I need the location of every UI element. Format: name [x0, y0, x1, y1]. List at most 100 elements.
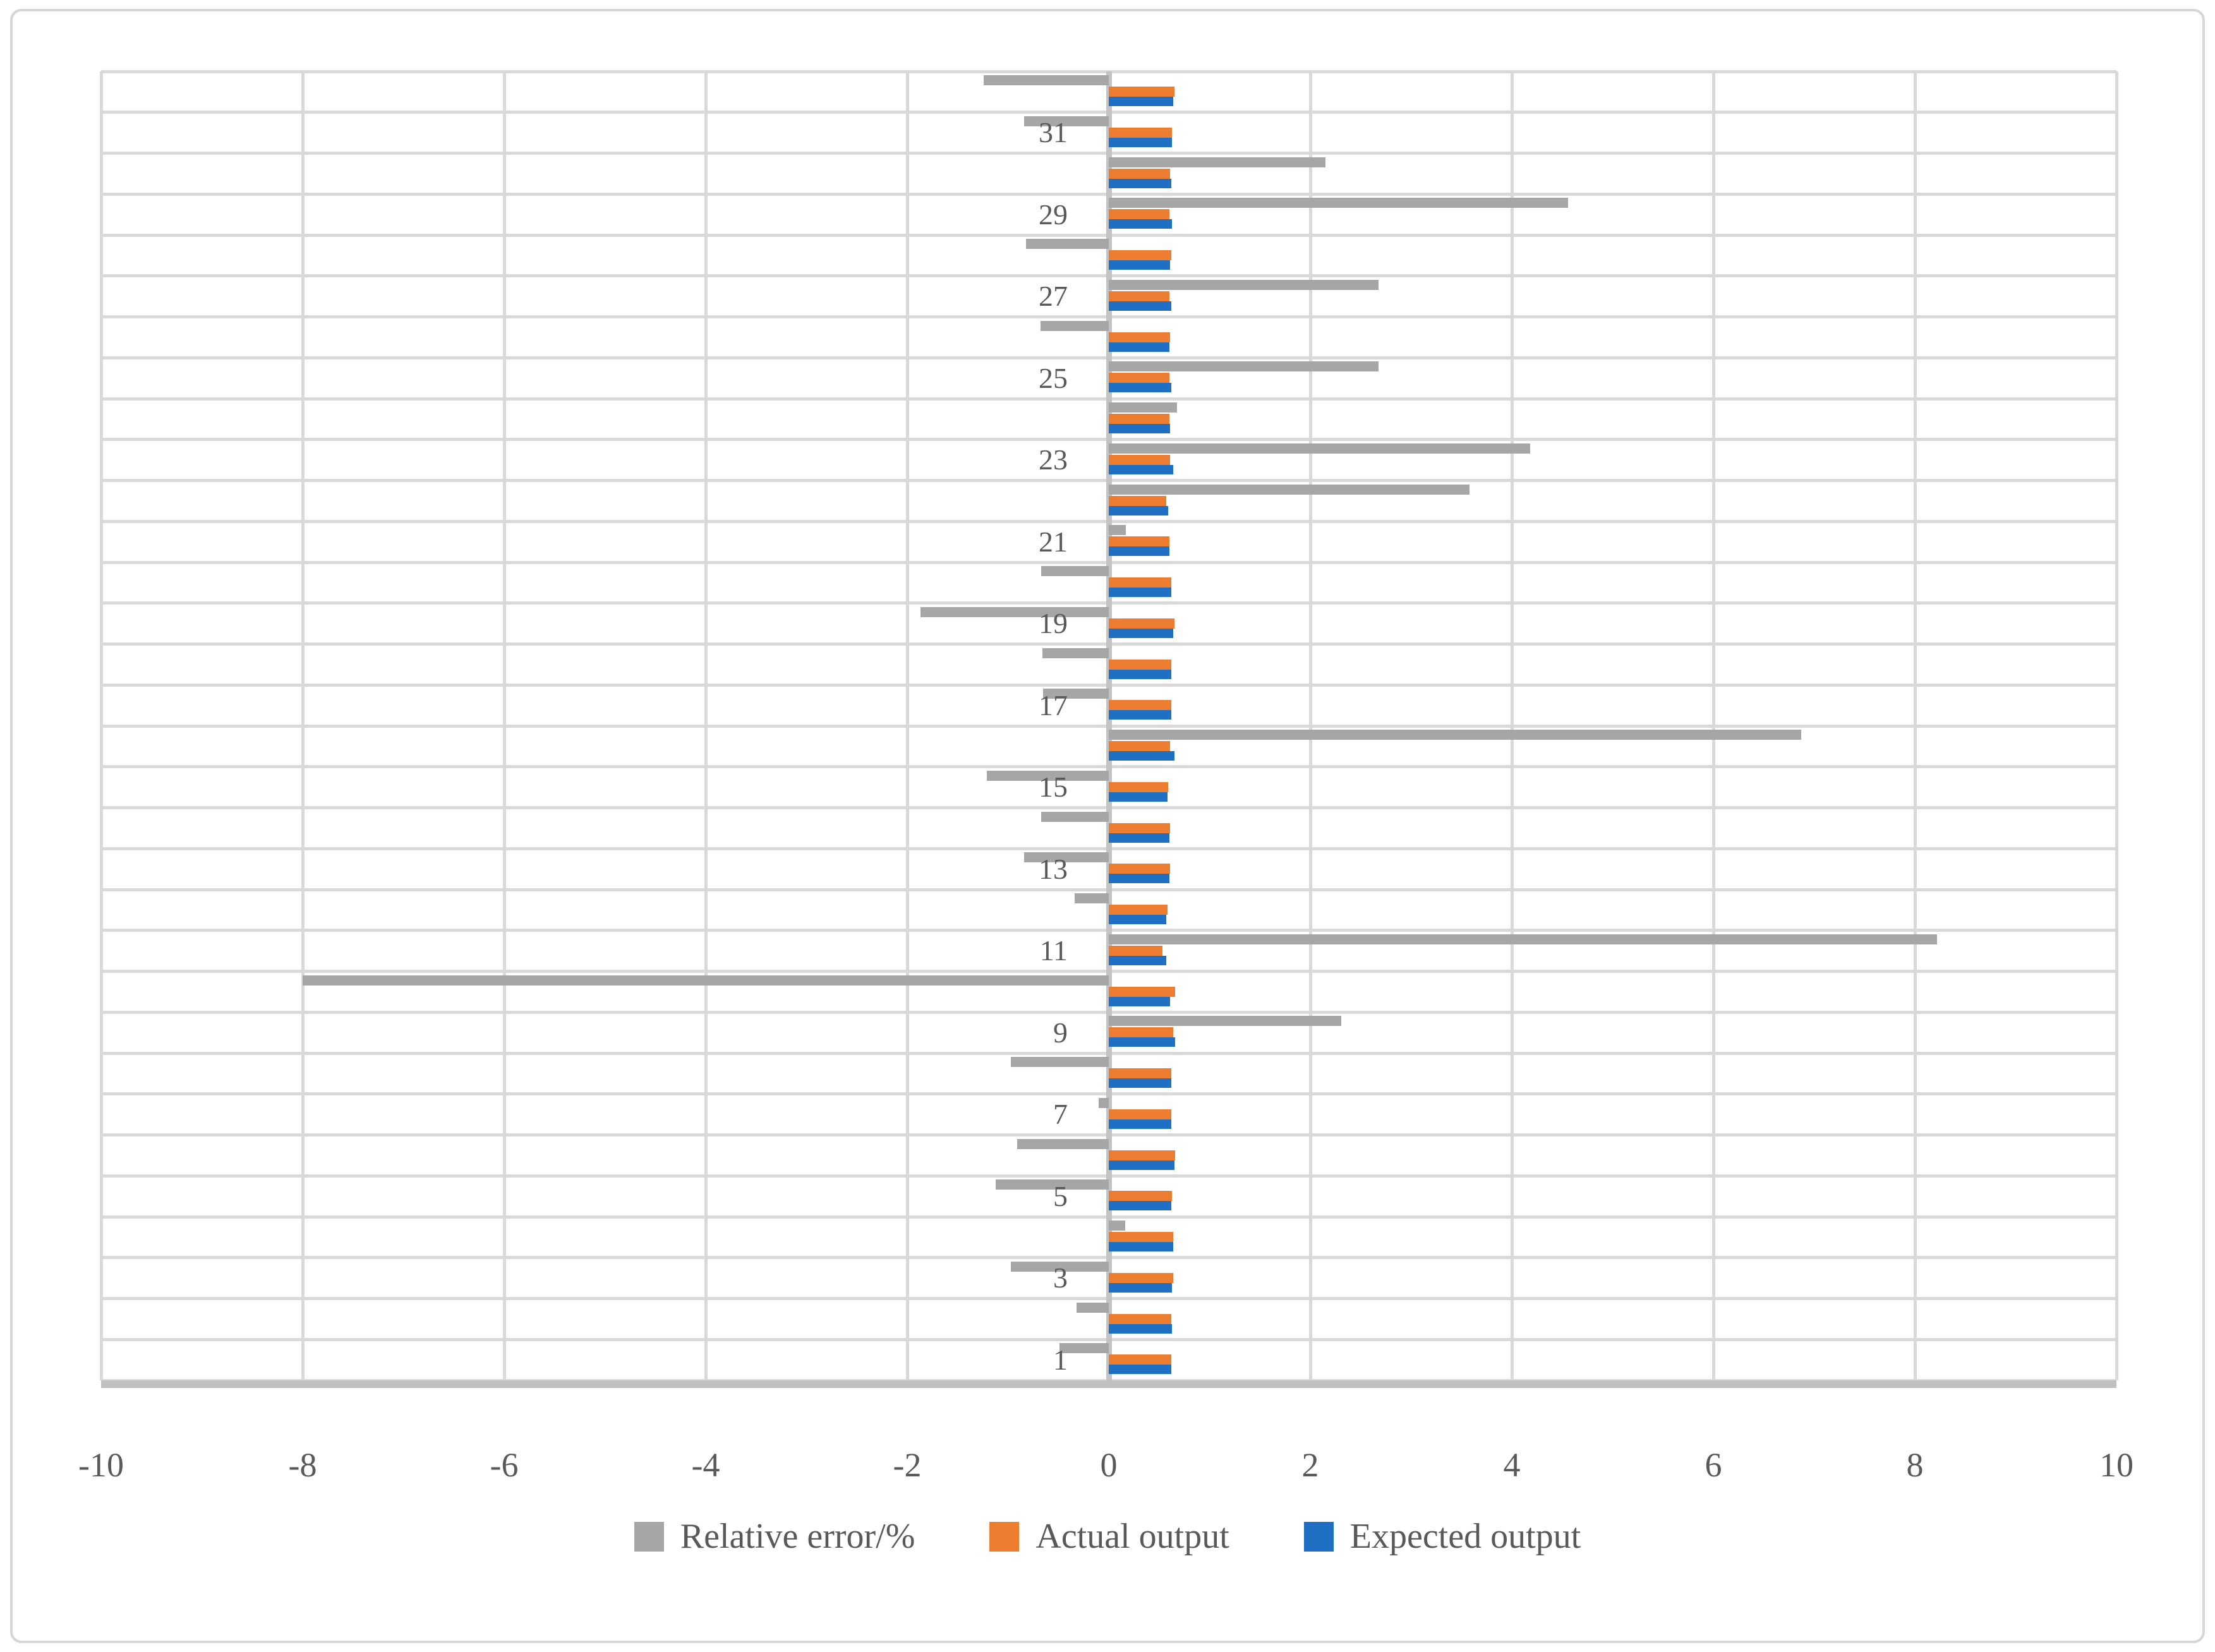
category-label: 3: [1053, 1262, 1068, 1294]
bar-actual-output: [1109, 781, 1169, 792]
category-label: 29: [1039, 198, 1068, 231]
legend-item: Expected output: [1303, 1517, 1581, 1556]
category-label: 17: [1039, 689, 1068, 721]
bar-relative-error--: [1041, 566, 1109, 576]
bar-relative-error--: [303, 975, 1109, 986]
bar-expected-output: [1109, 1160, 1174, 1170]
category-label: 9: [1053, 1016, 1068, 1049]
bar-expected-output: [1109, 1282, 1173, 1293]
bar-actual-output: [1109, 945, 1162, 956]
bar-expected-output: [1109, 874, 1169, 884]
bar-expected-output: [1109, 178, 1171, 188]
bar-actual-output: [1109, 823, 1171, 833]
bar-actual-output: [1109, 618, 1174, 629]
bar-relative-error--: [1026, 239, 1109, 249]
bar-relative-error--: [996, 1179, 1109, 1190]
bar-expected-output: [1109, 301, 1171, 311]
bar-expected-output: [1109, 710, 1171, 720]
x-tick-label: 2: [1301, 1446, 1319, 1484]
bar-relative-error--: [1109, 443, 1530, 454]
category-label: 1: [1053, 1343, 1068, 1376]
bar-expected-output: [1109, 1201, 1171, 1211]
bar-relative-error--: [987, 770, 1109, 781]
bar-expected-output: [1109, 669, 1171, 679]
bar-relative-error--: [1109, 525, 1126, 536]
category-label: 23: [1039, 443, 1068, 476]
bar-relative-error--: [1041, 811, 1109, 822]
bar-actual-output: [1109, 495, 1166, 506]
bar-relative-error--: [1043, 689, 1109, 699]
bar-expected-output: [1109, 97, 1174, 106]
bar-expected-output: [1109, 1037, 1176, 1047]
bar-actual-output: [1109, 1313, 1171, 1324]
x-tick-label: -4: [691, 1446, 720, 1484]
bar-actual-output: [1109, 986, 1176, 997]
category-label: 25: [1039, 361, 1068, 394]
bar-expected-output: [1109, 505, 1169, 515]
x-tick-label: -10: [78, 1446, 124, 1484]
legend-item: Actual output: [989, 1519, 1229, 1554]
bar-relative-error--: [1109, 484, 1470, 495]
bar-relative-error--: [1074, 893, 1109, 903]
bar-relative-error--: [1109, 1221, 1125, 1231]
bar-expected-output: [1109, 342, 1169, 352]
x-tick-label: -6: [490, 1446, 519, 1484]
bar-actual-output: [1109, 332, 1171, 342]
bar-relative-error--: [1109, 157, 1325, 167]
bar-relative-error--: [1109, 1016, 1342, 1027]
bar-expected-output: [1109, 424, 1171, 433]
bar-relative-error--: [1042, 648, 1109, 658]
bar-actual-output: [1109, 1109, 1171, 1119]
bar-relative-error--: [920, 606, 1109, 617]
bar-relative-error--: [1011, 1261, 1109, 1272]
bar-actual-output: [1109, 1191, 1173, 1202]
bar-expected-output: [1109, 955, 1166, 965]
legend-label: Actual output: [1035, 1517, 1229, 1556]
value-axis-line: [1106, 71, 1112, 1380]
bar-actual-output: [1109, 741, 1171, 751]
bar-expected-output: [1109, 464, 1174, 474]
category-label: 15: [1039, 771, 1068, 804]
bar-actual-output: [1109, 87, 1174, 97]
x-tick-label: 8: [1906, 1446, 1924, 1484]
bar-expected-output: [1109, 1365, 1171, 1375]
bar-relative-error--: [1099, 1097, 1109, 1108]
bar-actual-output: [1109, 1354, 1171, 1365]
bar-actual-output: [1109, 700, 1171, 711]
bar-expected-output: [1109, 137, 1173, 147]
bar-relative-error--: [984, 75, 1109, 85]
bar-relative-error--: [1109, 402, 1178, 413]
bar-relative-error--: [1109, 361, 1379, 372]
category-axis-line: [101, 1380, 2116, 1388]
bar-actual-output: [1109, 454, 1171, 465]
x-tick-label: 0: [1100, 1446, 1118, 1484]
legend-label: Expected output: [1349, 1517, 1581, 1556]
bar-expected-output: [1109, 1119, 1171, 1129]
legend-swatch-icon: [989, 1521, 1020, 1552]
bar-expected-output: [1109, 996, 1171, 1006]
category-label: 19: [1039, 607, 1068, 640]
bar-expected-output: [1109, 588, 1171, 597]
bar-relative-error--: [1109, 934, 1938, 944]
category-label: 7: [1053, 1098, 1068, 1131]
bar-relative-error--: [1024, 116, 1109, 126]
bar-actual-output: [1109, 250, 1171, 260]
legend-swatch-icon: [634, 1521, 664, 1552]
category-label: 11: [1039, 934, 1068, 967]
bar-actual-output: [1109, 168, 1171, 179]
bar-expected-output: [1109, 792, 1168, 802]
bar-actual-output: [1109, 291, 1169, 301]
bar-actual-output: [1109, 1068, 1171, 1078]
x-tick-label: -2: [893, 1446, 922, 1484]
bar-actual-output: [1109, 536, 1169, 547]
bar-expected-output: [1109, 383, 1171, 393]
bar-expected-output: [1109, 546, 1169, 557]
bar-relative-error--: [1109, 730, 1801, 740]
bar-actual-output: [1109, 209, 1169, 220]
bar-expected-output: [1109, 1323, 1173, 1334]
bar-expected-output: [1109, 219, 1173, 229]
bar-relative-error--: [1076, 1302, 1109, 1313]
bar-actual-output: [1109, 1027, 1174, 1038]
bar-actual-output: [1109, 1232, 1174, 1242]
